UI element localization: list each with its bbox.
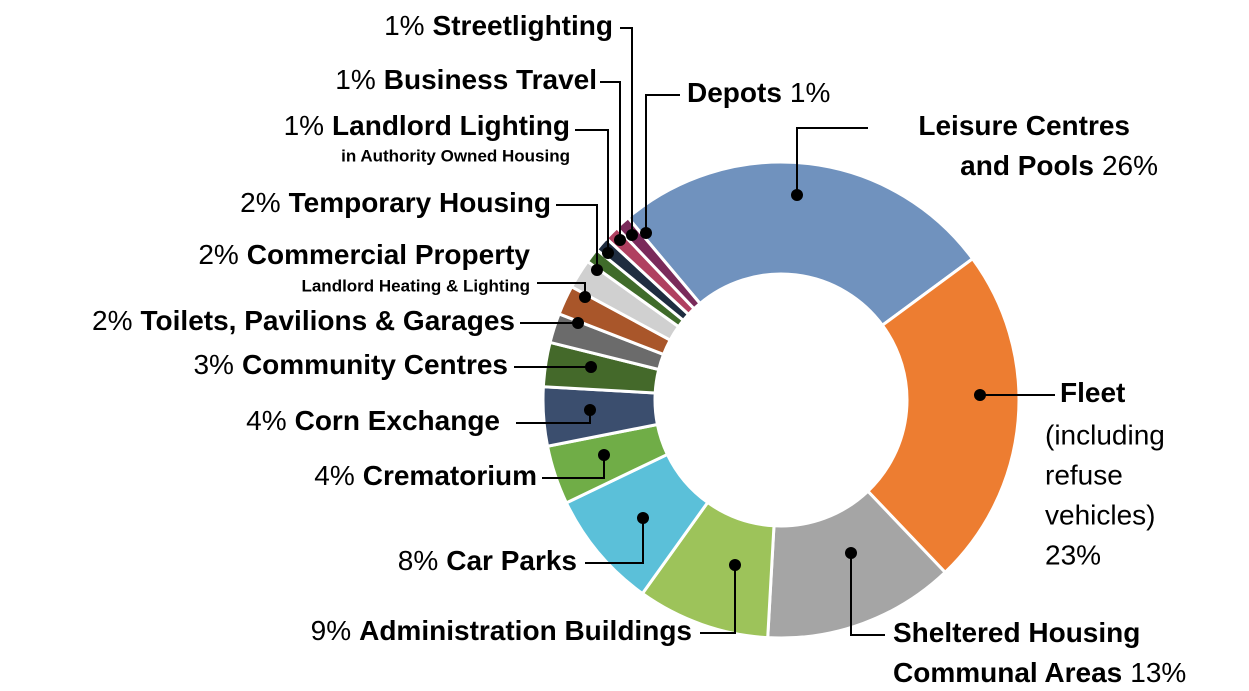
category-label: Sheltered Housing: [893, 617, 1140, 648]
category-label: Toilets, Pavilions & Garages: [141, 305, 516, 336]
leader-line: [600, 81, 621, 240]
slice-label: 2% Temporary Housing: [240, 187, 551, 218]
category-label: Temporary Housing: [289, 187, 551, 218]
leader-dot: [729, 559, 741, 571]
category-label: and Pools: [960, 150, 1094, 181]
sub-label: (including: [1045, 419, 1165, 450]
slice: [865, 256, 1021, 575]
leader-line: [850, 553, 885, 636]
slice: [625, 160, 975, 328]
leader-line: [700, 565, 736, 634]
leader-dot: [585, 361, 597, 373]
leader-dot: [845, 547, 857, 559]
leader-line: [556, 204, 598, 270]
leader-line: [645, 94, 680, 233]
slice-label: Fleet: [1060, 377, 1125, 408]
value-label: 1%: [284, 110, 324, 141]
slice-label: 8% Car Parks: [398, 545, 577, 576]
value-label: 13%: [1130, 657, 1186, 688]
category-label: Crematorium: [363, 460, 537, 491]
leader-dot: [572, 317, 584, 329]
leader-dot: [791, 189, 803, 201]
category-label: Depots: [687, 77, 782, 108]
leader-dot: [974, 389, 986, 401]
sub-label: vehicles): [1045, 499, 1155, 530]
category-label: Commercial Property: [247, 239, 531, 270]
sub-label: in Authority Owned Housing: [341, 146, 570, 165]
value-label: 8%: [398, 545, 438, 576]
slice-label: 2% Toilets, Pavilions & Garages: [92, 305, 515, 336]
leader-line: [796, 127, 868, 195]
leader-dot: [602, 247, 614, 259]
sub-label: refuse: [1045, 459, 1123, 490]
value-label: 26%: [1102, 150, 1158, 181]
slice-label: 1% Business Travel: [335, 64, 597, 95]
value-label: 1%: [790, 77, 830, 108]
category-label: Business Travel: [384, 64, 597, 95]
slice-label: Sheltered Housing: [893, 617, 1140, 648]
leader-dot: [598, 449, 610, 461]
leader-dot: [584, 404, 596, 416]
leader-line: [542, 455, 605, 479]
value-label: 4%: [246, 405, 286, 436]
leader-dot: [579, 291, 591, 303]
value-label: 2%: [92, 305, 132, 336]
leader-line: [585, 518, 644, 564]
leader-dot: [640, 227, 652, 239]
slice-label: 4% Corn Exchange: [246, 405, 500, 436]
leader-dot: [637, 512, 649, 524]
slice-label: 3% Community Centres: [193, 349, 508, 380]
value-label: 2%: [198, 239, 238, 270]
slice-label: Communal Areas 13%: [893, 657, 1186, 688]
slice-label: Leisure Centres: [918, 110, 1130, 141]
slice-label: 1% Landlord Lighting: [284, 110, 570, 141]
slice-label: 9% Administration Buildings: [311, 615, 692, 646]
value-label: 9%: [311, 615, 351, 646]
leader-line: [575, 129, 609, 253]
slice-label: 4% Crematorium: [314, 460, 537, 491]
leader-dot: [614, 234, 626, 246]
leader-dot: [591, 264, 603, 276]
category-label: Corn Exchange: [295, 405, 500, 436]
category-label: Car Parks: [446, 545, 577, 576]
value-label: 23%: [1045, 539, 1101, 570]
category-label: Community Centres: [242, 349, 508, 380]
category-label: Communal Areas: [893, 657, 1122, 688]
value-label: 2%: [240, 187, 280, 218]
leader-dot: [626, 229, 638, 241]
category-label: Landlord Lighting: [332, 110, 570, 141]
category-label: Fleet: [1060, 377, 1125, 408]
value-label: 3%: [193, 349, 233, 380]
sub-label: Landlord Heating & Lighting: [301, 276, 530, 295]
category-label: Streetlighting: [433, 10, 613, 41]
value-label: 1%: [384, 10, 424, 41]
slice-label: 2% Commercial Property: [198, 239, 530, 270]
leader-line: [620, 27, 633, 235]
slice-label: 1% Streetlighting: [384, 10, 613, 41]
value-label: 1%: [335, 64, 375, 95]
value-label: 4%: [314, 460, 354, 491]
category-label: Administration Buildings: [359, 615, 692, 646]
category-label: Leisure Centres: [918, 110, 1130, 141]
slice-label: Depots 1%: [687, 77, 830, 108]
slice-label: and Pools 26%: [960, 150, 1158, 181]
